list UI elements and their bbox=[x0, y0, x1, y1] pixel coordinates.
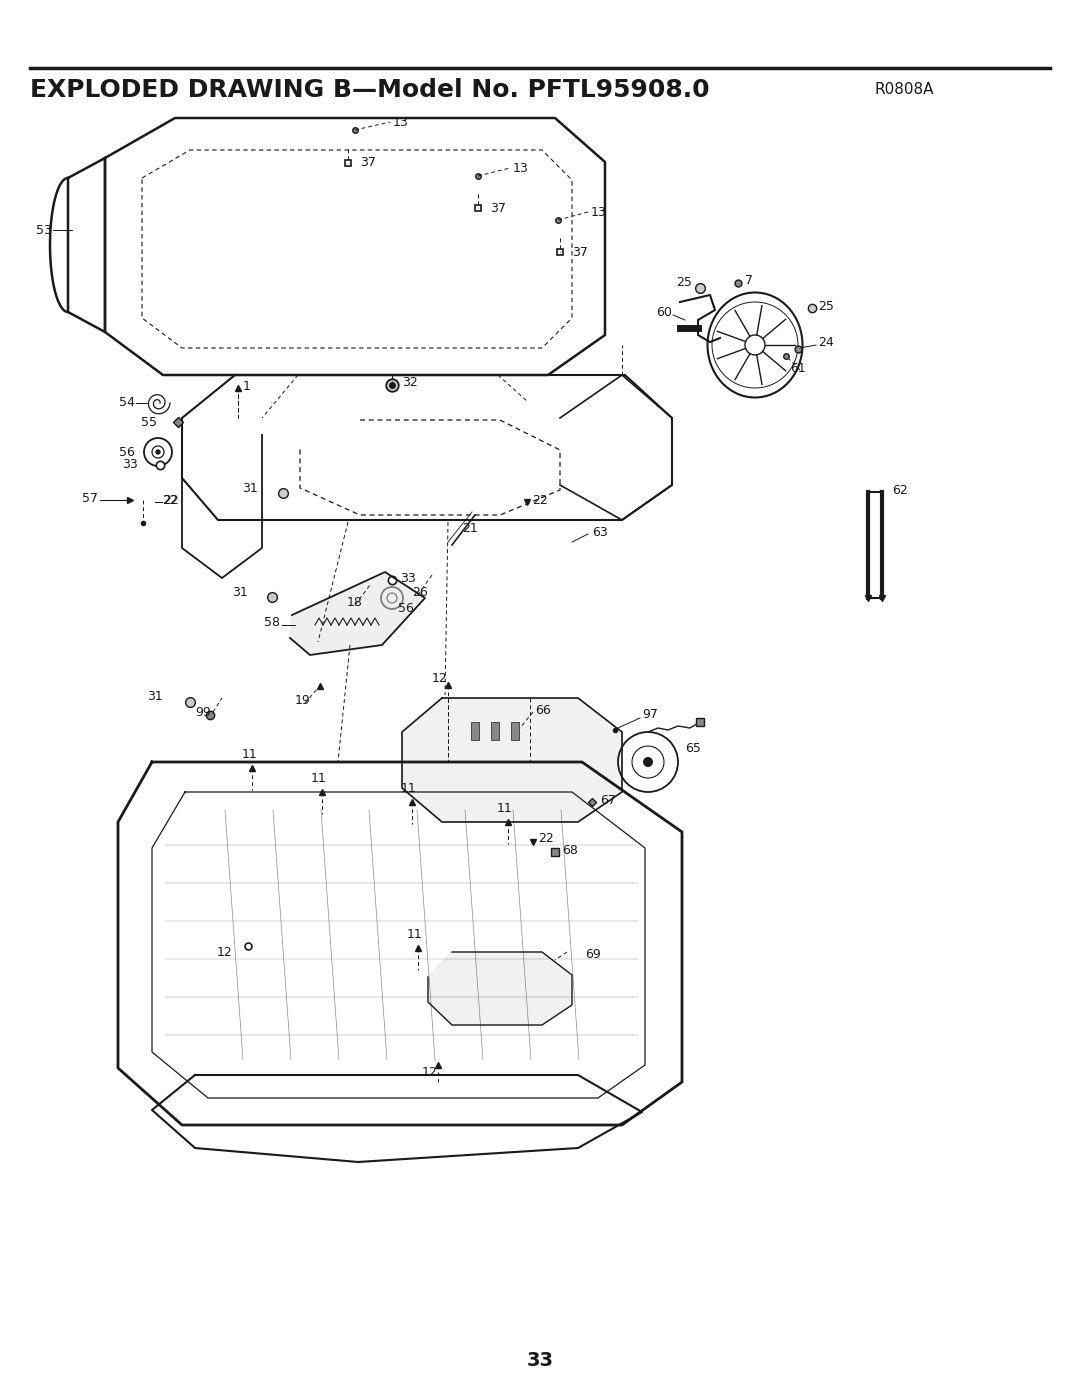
Text: 11: 11 bbox=[242, 747, 258, 760]
Text: 12: 12 bbox=[432, 672, 448, 685]
Text: 37: 37 bbox=[490, 201, 505, 215]
Polygon shape bbox=[402, 698, 622, 821]
Text: 33: 33 bbox=[122, 458, 138, 472]
Bar bbox=[471, 722, 480, 740]
Text: 65: 65 bbox=[685, 742, 701, 754]
Text: 11: 11 bbox=[311, 771, 327, 785]
Text: 54: 54 bbox=[119, 397, 135, 409]
Text: 22: 22 bbox=[538, 831, 554, 845]
Polygon shape bbox=[428, 951, 572, 1025]
Text: 22: 22 bbox=[532, 493, 548, 507]
Text: 19: 19 bbox=[295, 693, 311, 707]
Text: 31: 31 bbox=[242, 482, 258, 495]
Text: EXPLODED DRAWING B—Model No. PFTL95908.0: EXPLODED DRAWING B—Model No. PFTL95908.0 bbox=[30, 78, 710, 102]
Text: 66: 66 bbox=[535, 704, 551, 717]
Text: 69: 69 bbox=[585, 949, 600, 961]
Text: 58: 58 bbox=[264, 616, 280, 629]
Text: 32: 32 bbox=[402, 377, 418, 390]
Text: 31: 31 bbox=[232, 585, 248, 598]
Text: 13: 13 bbox=[591, 205, 607, 218]
Text: 21: 21 bbox=[462, 521, 477, 535]
Text: 12: 12 bbox=[422, 1066, 437, 1078]
Bar bbox=[511, 722, 519, 740]
Text: 68: 68 bbox=[562, 844, 578, 856]
Text: 11: 11 bbox=[407, 928, 423, 940]
Text: 11: 11 bbox=[401, 781, 417, 795]
Text: 13: 13 bbox=[393, 116, 408, 129]
Text: 18: 18 bbox=[347, 595, 363, 609]
Bar bbox=[491, 722, 499, 740]
Text: 37: 37 bbox=[360, 156, 376, 169]
Text: 13: 13 bbox=[513, 162, 529, 175]
Text: 53: 53 bbox=[36, 224, 52, 236]
Text: 33: 33 bbox=[400, 571, 416, 584]
Text: 24: 24 bbox=[818, 337, 834, 349]
Text: 33: 33 bbox=[527, 1351, 554, 1369]
Text: 57: 57 bbox=[82, 492, 98, 504]
Polygon shape bbox=[291, 571, 426, 655]
Text: 22: 22 bbox=[162, 493, 178, 507]
Text: 31: 31 bbox=[147, 690, 163, 704]
Text: 67: 67 bbox=[600, 793, 616, 806]
Text: 22: 22 bbox=[163, 493, 179, 507]
Text: 61: 61 bbox=[789, 362, 806, 374]
Circle shape bbox=[643, 757, 653, 767]
Text: 60: 60 bbox=[657, 306, 672, 319]
Text: 63: 63 bbox=[592, 525, 608, 538]
Circle shape bbox=[156, 450, 160, 454]
Text: 62: 62 bbox=[892, 483, 908, 496]
Text: R0808A: R0808A bbox=[875, 82, 934, 98]
Text: 12: 12 bbox=[216, 946, 232, 958]
Text: 55: 55 bbox=[141, 415, 157, 429]
Text: 26: 26 bbox=[411, 585, 428, 598]
Text: 99: 99 bbox=[195, 707, 211, 719]
Text: 7: 7 bbox=[745, 274, 753, 288]
Text: 56: 56 bbox=[399, 602, 414, 615]
Text: 97: 97 bbox=[642, 708, 658, 721]
Text: 37: 37 bbox=[572, 246, 588, 258]
Text: 11: 11 bbox=[497, 802, 513, 814]
Text: 56: 56 bbox=[119, 446, 135, 458]
Text: 25: 25 bbox=[676, 277, 692, 289]
Text: 25: 25 bbox=[818, 299, 834, 313]
Text: 1: 1 bbox=[243, 380, 251, 393]
